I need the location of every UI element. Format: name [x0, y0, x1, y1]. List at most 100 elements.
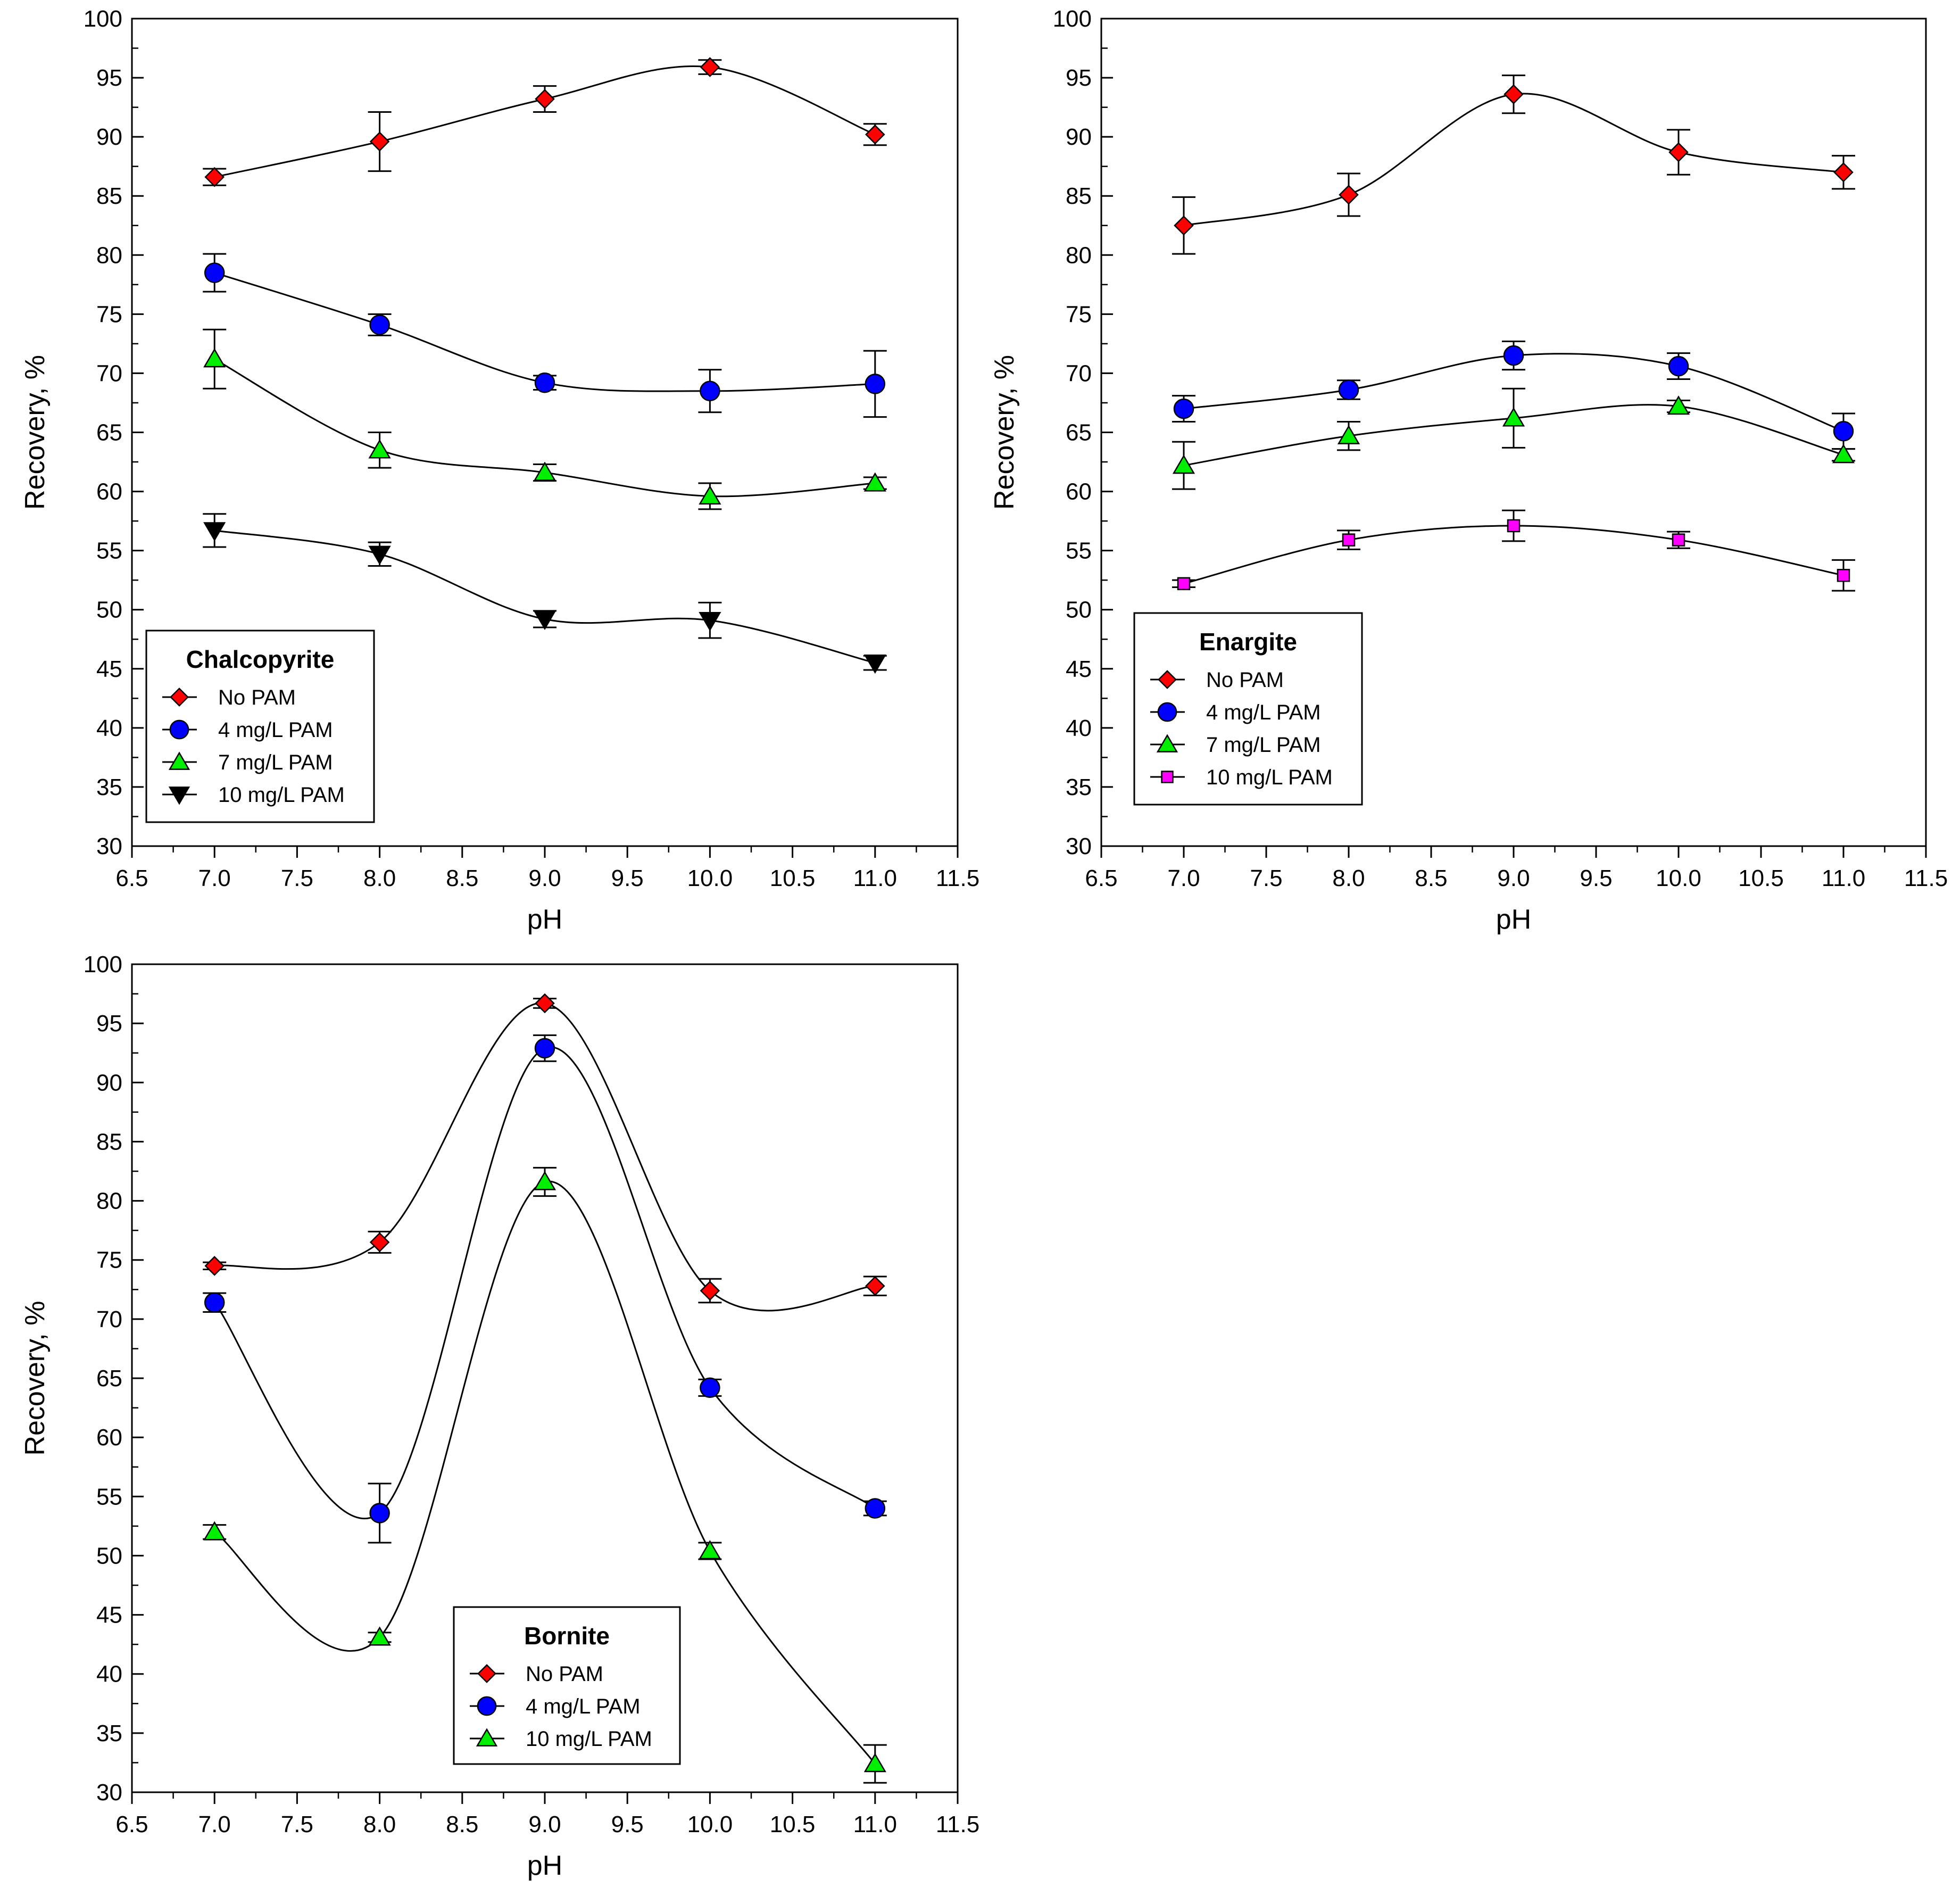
x-tick-label: 9.0 [528, 865, 561, 891]
x-tick-label: 9.0 [528, 1811, 561, 1837]
data-point [699, 1540, 721, 1560]
x-tick-label: 9.5 [611, 1811, 644, 1837]
y-tick-label: 85 [1066, 183, 1092, 209]
y-tick-label: 30 [96, 833, 122, 859]
x-axis: 6.5 7.0 7.5 8.0 8.5 9.0 9.5 10.0 10.5 11.0 11.5 [115, 846, 979, 891]
legend-label: No PAM [526, 1662, 603, 1686]
data-point [1507, 519, 1521, 533]
legend-label: 4 mg/L PAM [1206, 701, 1321, 724]
y-tick-label: 30 [1066, 833, 1092, 859]
data-point [1172, 454, 1195, 474]
data-point [534, 372, 555, 393]
y-tick-label: 45 [96, 1602, 122, 1628]
legend-title: Enargite [1199, 628, 1297, 656]
y-tick-label: 30 [96, 1779, 122, 1806]
data-point [369, 1503, 390, 1524]
series-10-mg-l-pam [203, 513, 887, 674]
y-axis: 30 35 40 45 50 55 60 65 70 75 80 85 90 95 100 [84, 6, 144, 859]
series-line [214, 65, 876, 178]
series-no-pam [1172, 74, 1855, 255]
y-tick-label: 55 [96, 1484, 122, 1510]
x-tick-label: 7.0 [198, 1811, 231, 1837]
data-point [865, 1498, 886, 1519]
legend-label: 7 mg/L PAM [1206, 733, 1321, 757]
y-tick-label: 90 [96, 1070, 122, 1096]
y-axis-title: Recovery, % [989, 355, 1020, 510]
y-axis-title: Recovery, % [20, 1301, 51, 1456]
x-tick-label: 8.5 [1415, 865, 1447, 891]
data-point [533, 610, 556, 630]
legend-marker [168, 751, 190, 770]
data-point [1832, 444, 1855, 463]
data-point [204, 262, 225, 283]
data-point [1338, 379, 1359, 400]
x-tick-label: 10.5 [1738, 865, 1784, 891]
x-tick-label: 11.0 [1822, 865, 1865, 891]
x-tick-label: 9.5 [611, 865, 644, 891]
data-point [1339, 185, 1359, 205]
series-line [214, 1046, 876, 1519]
data-point [1833, 162, 1854, 183]
data-point [203, 1521, 226, 1541]
legend: Chalcopyrite No PAM 4 mg/L PAM 7 mg/L PAM 10… [145, 630, 375, 823]
y-tick-label: 50 [96, 597, 122, 623]
data-point [700, 380, 720, 401]
x-tick-label: 10.5 [770, 865, 816, 891]
legend-marker [168, 787, 190, 805]
legend-label: No PAM [1206, 668, 1284, 692]
data-point [369, 1232, 390, 1253]
y-axis-title: Recovery, % [20, 355, 51, 510]
data-point [1342, 533, 1356, 547]
x-tick-label: 9.0 [1497, 865, 1530, 891]
y-tick-label: 70 [96, 1306, 122, 1332]
data-point [533, 461, 556, 481]
data-point [863, 472, 886, 492]
data-point [368, 1626, 391, 1646]
y-tick-label: 60 [96, 479, 122, 505]
x-tick-label: 11.5 [936, 865, 979, 891]
x-tick-label: 7.5 [281, 1811, 313, 1837]
legend-label: No PAM [218, 686, 296, 709]
x-tick-label: 7.0 [1167, 865, 1200, 891]
x-tick-label: 10.0 [1656, 865, 1701, 891]
data-point [700, 57, 720, 77]
legend-marker [477, 1664, 496, 1683]
data-point [368, 439, 391, 459]
y-tick-label: 95 [96, 1011, 122, 1037]
legend-title: Chalcopyrite [186, 645, 335, 673]
data-point [1177, 577, 1191, 591]
y-tick-label: 50 [96, 1543, 122, 1569]
y-axis: 30 35 40 45 50 55 60 65 70 75 80 85 90 95 100 [84, 951, 144, 1806]
series-7-mg-l-pam [203, 328, 887, 510]
data-point [369, 314, 390, 335]
legend-marker [169, 719, 189, 740]
y-tick-label: 95 [96, 65, 122, 91]
data-point [699, 485, 721, 505]
legend-marker [477, 1696, 497, 1716]
legend-label: 4 mg/L PAM [526, 1695, 641, 1718]
y-tick-label: 65 [96, 420, 122, 446]
series-4-mg-l-pam [1172, 340, 1855, 450]
series-no-pam [203, 993, 887, 1312]
x-tick-label: 6.5 [115, 1811, 148, 1837]
y-tick-label: 35 [96, 1720, 122, 1746]
series-7-mg-l-pam [1172, 387, 1855, 490]
x-tick-label: 10.5 [770, 1811, 816, 1837]
y-tick-label: 80 [96, 1188, 122, 1214]
data-point [863, 655, 886, 674]
data-point [203, 522, 226, 542]
legend: Bornite No PAM 4 mg/L PAM 10 mg/L PAM [453, 1606, 681, 1765]
data-point [700, 1377, 720, 1398]
x-tick-label: 8.0 [363, 865, 396, 891]
data-point [204, 1292, 225, 1313]
legend-label: 10 mg/L PAM [218, 783, 345, 807]
x-tick-label: 10.0 [687, 1811, 733, 1837]
legend-title: Bornite [524, 1622, 610, 1650]
legend: Enargite No PAM 4 mg/L PAM 7 mg/L PAM 10 mg/… [1133, 612, 1363, 806]
chart-panel-1: 30 35 40 45 50 55 60 65 70 75 80 85 90 95 100 6.5 7.0 7.5… [20, 6, 979, 935]
series-4-mg-l-pam [203, 253, 887, 418]
y-tick-label: 45 [96, 656, 122, 682]
y-axis: 30 35 40 45 50 55 60 65 70 75 80 85 90 95 100 [1053, 6, 1113, 859]
x-tick-label: 11.5 [936, 1811, 979, 1837]
data-point [368, 545, 391, 565]
